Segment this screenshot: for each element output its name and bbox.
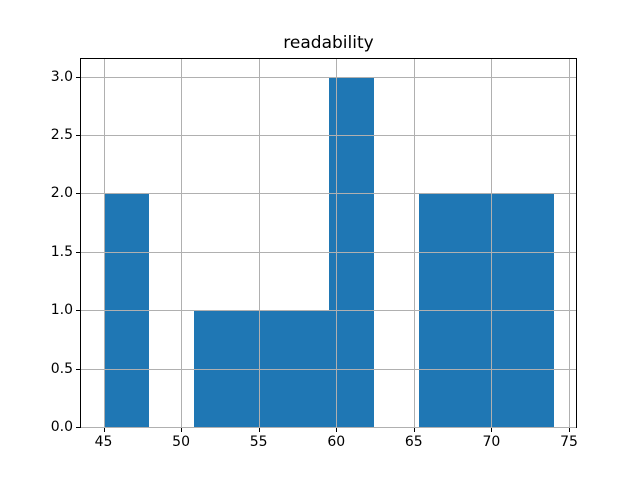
histogram-bar: [193, 310, 239, 427]
y-tick-mark: [76, 310, 80, 312]
histogram-bar: [238, 310, 284, 427]
bars-layer: [81, 59, 576, 427]
gridline-vertical: [181, 59, 183, 427]
y-tick-mark: [76, 76, 80, 78]
x-tick-label: 75: [560, 434, 578, 450]
gridline-horizontal: [81, 251, 576, 253]
gridline-vertical: [569, 59, 570, 427]
y-tick-label: 3.0: [50, 68, 73, 85]
y-tick-mark: [76, 134, 80, 136]
y-tick-label: 0.5: [50, 360, 73, 377]
histogram-bar: [508, 193, 554, 427]
gridline-horizontal: [81, 368, 576, 370]
y-tick-mark: [76, 251, 80, 253]
x-tick-label: 65: [404, 434, 423, 450]
y-tick-label: 0.0: [50, 419, 73, 435]
x-tick-mark: [569, 428, 570, 432]
gridline-vertical: [491, 59, 493, 427]
histogram-bar: [418, 193, 464, 427]
x-tick-label: 50: [172, 434, 190, 450]
x-tick-mark: [491, 428, 493, 432]
x-tick-mark: [336, 428, 338, 432]
y-tick-label: 1.5: [50, 243, 73, 260]
gridline-horizontal: [81, 76, 576, 78]
gridline-horizontal: [81, 427, 576, 428]
x-tick-label: 45: [94, 434, 113, 450]
histogram-bar: [283, 310, 329, 427]
x-tick-mark: [103, 428, 105, 432]
x-tick-label: 55: [249, 434, 268, 450]
x-tick-mark: [258, 428, 260, 432]
gridline-vertical: [336, 59, 338, 427]
histogram-bar: [463, 193, 509, 427]
x-tick-mark: [413, 428, 415, 432]
gridline-vertical: [103, 59, 105, 427]
x-tick-mark: [181, 428, 183, 432]
plot-area: [80, 58, 577, 428]
histogram-bar: [103, 193, 149, 427]
y-tick-mark: [76, 368, 80, 370]
y-tick-mark: [76, 193, 80, 195]
x-tick-label: 60: [327, 434, 346, 450]
x-tick-label: 70: [482, 434, 501, 450]
gridline-horizontal: [81, 310, 576, 312]
gridline-vertical: [413, 59, 415, 427]
gridline-horizontal: [81, 134, 576, 136]
y-tick-mark: [76, 427, 80, 428]
gridline-horizontal: [81, 193, 576, 195]
gridline-vertical: [258, 59, 260, 427]
chart-title: readability: [283, 33, 374, 53]
y-tick-label: 1.0: [50, 302, 73, 319]
y-tick-label: 2.5: [50, 126, 73, 143]
y-tick-label: 2.0: [50, 185, 73, 202]
grid-layer: [81, 59, 576, 428]
